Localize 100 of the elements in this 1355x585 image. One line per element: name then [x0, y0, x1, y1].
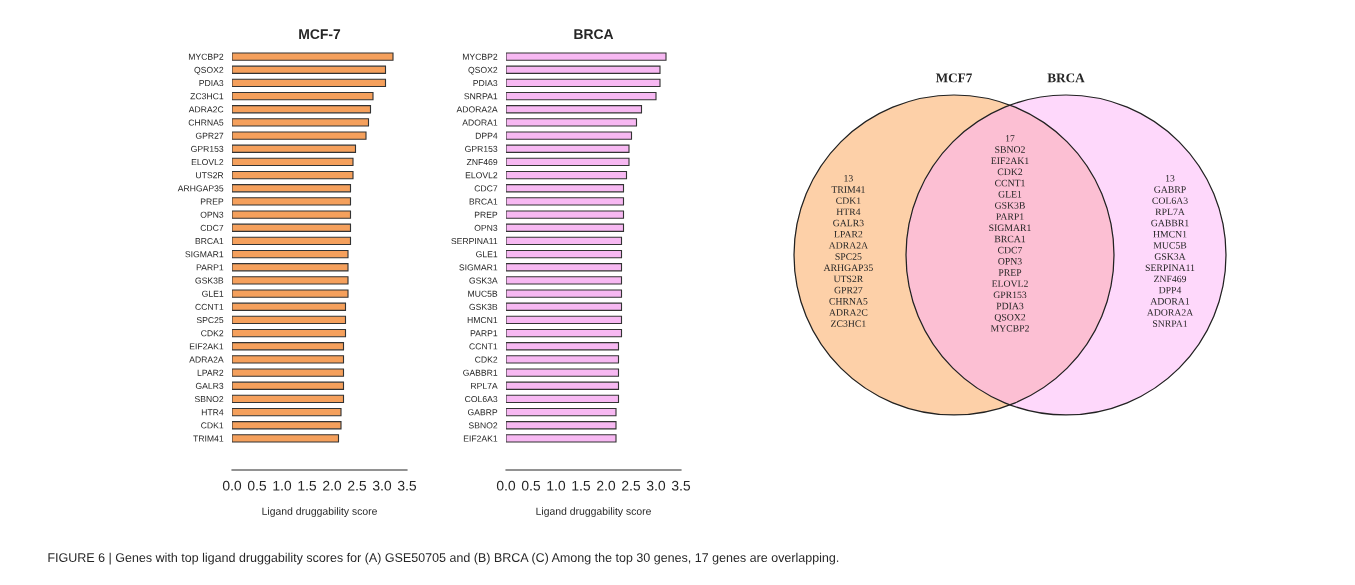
y-tick-label: GLE1: [476, 251, 498, 258]
bar: [232, 184, 352, 193]
x-tick-label: 1.0: [273, 480, 292, 491]
x-tick-label: 0.0: [496, 480, 516, 491]
y-tick-label: CDC7: [200, 224, 224, 231]
x-tick-label: 1.5: [572, 480, 591, 491]
bar: [232, 289, 349, 298]
caption: FIGURE 6 | Genes with top ligand druggability scores for (A) GSE50705 and (B) BRCA (C) Among the top 30 genes, 17 genes are overlapping.: [48, 552, 839, 565]
x-tick-label: 2.0: [597, 480, 616, 491]
bar: [506, 342, 620, 351]
bar: [506, 249, 623, 259]
chart-title: BRCA: [574, 29, 614, 40]
bar: [506, 289, 623, 298]
y-tick-label: GLE1: [202, 290, 224, 297]
bar: [232, 394, 345, 404]
y-tick-label: PARP1: [470, 330, 498, 337]
y-tick-label: UTS2R: [196, 172, 224, 179]
y-tick-label: ZC3HC1: [190, 93, 224, 100]
bar: [232, 355, 345, 364]
bar: [506, 105, 643, 114]
bar: [506, 355, 620, 364]
y-tick-label: HMCN1: [467, 317, 498, 324]
y-tick-label: QSOX2: [194, 66, 224, 75]
bar: [506, 328, 623, 338]
bar: [506, 407, 617, 417]
bar: [232, 342, 345, 351]
bar: [506, 302, 623, 311]
y-tick-label: ZNF469: [466, 159, 498, 166]
y-tick-label: ADORA2A: [456, 106, 498, 113]
y-tick-label: BRCA1: [469, 198, 498, 205]
y-tick-label: GPR153: [191, 145, 224, 152]
bar: [232, 421, 342, 430]
y-tick-label: EIF2AK1: [189, 343, 224, 350]
bar: [506, 91, 657, 101]
y-tick-label: MYCBP2: [462, 53, 498, 60]
y-tick-label: SPC25: [196, 317, 224, 324]
y-tick-label: GPR153: [465, 145, 498, 152]
y-tick-label: SIGMAR1: [185, 251, 224, 258]
y-tick-label: ELOVL2: [191, 159, 224, 166]
y-tick-label: PREP: [200, 198, 224, 205]
y-tick-label: ADRA2A: [189, 356, 224, 363]
bar: [232, 157, 354, 167]
category-label: MCF7: [935, 73, 972, 83]
bar: [232, 210, 352, 219]
y-tick-label: COL6A3: [465, 396, 498, 403]
y-tick-label: QSOX2: [468, 66, 498, 75]
y-tick-label: GALR3: [195, 382, 224, 389]
bar: [506, 394, 620, 404]
y-tick-label: SBNO2: [468, 422, 498, 429]
bar: [506, 118, 638, 127]
y-tick-label: ARHGAP35: [177, 185, 224, 192]
bar: [506, 157, 630, 167]
y-tick-label: OPN3: [200, 211, 224, 218]
bar: [232, 91, 374, 101]
x-tick-label: 2.5: [348, 480, 367, 491]
y-tick-label: TRIM41: [193, 435, 224, 442]
x-tick-label: 3.5: [397, 480, 417, 491]
y-tick-label: CDK1: [201, 422, 224, 429]
x-tick-label: 0.5: [247, 480, 267, 491]
y-tick-label: GPR27: [195, 132, 224, 139]
y-tick-label: CDK2: [201, 330, 224, 337]
bar: [506, 144, 630, 153]
y-tick-label: OPN3: [474, 224, 498, 231]
x-tick-label: 3.0: [372, 480, 392, 491]
y-tick-label: PARP1: [196, 264, 224, 271]
x-axis-title: Ligand druggability score: [536, 507, 651, 517]
y-tick-label: GABRP: [467, 409, 498, 416]
bar: [232, 131, 367, 140]
x-tick-label: 3.5: [671, 480, 691, 491]
y-tick-label: EIF2AK1: [463, 435, 498, 442]
y-tick-label: LPAR2: [197, 369, 224, 376]
bar: [506, 276, 623, 285]
x-tick-label: 0.5: [521, 480, 541, 491]
y-tick-label: BRCA1: [195, 238, 224, 245]
x-tick-label: 3.0: [646, 480, 666, 491]
bar: [506, 236, 623, 246]
bar: [506, 315, 623, 325]
y-tick-label: CDK2: [475, 356, 498, 363]
bar: [506, 223, 625, 232]
x-tick-label: 1.5: [298, 480, 317, 491]
y-tick-label: DPP4: [475, 132, 498, 139]
bar: [506, 65, 661, 74]
y-tick-label: GSK3B: [195, 277, 224, 284]
y-tick-label: PDIA3: [473, 80, 498, 87]
bar: [232, 223, 352, 232]
y-tick-label: GSK3B: [469, 303, 498, 310]
bar: [506, 381, 620, 390]
bar: [232, 328, 347, 338]
bar: [506, 184, 625, 193]
bar: [506, 197, 625, 206]
bar: [506, 368, 620, 377]
bar: [232, 276, 349, 285]
bar: [506, 131, 633, 140]
bar: [232, 52, 394, 61]
y-tick-label: ADRA2C: [188, 106, 224, 113]
y-tick-label: ELOVL2: [465, 172, 498, 179]
x-axis-title: Ligand druggability score: [262, 507, 377, 517]
bar: [232, 302, 347, 311]
bar: [232, 368, 345, 377]
bar: [506, 434, 617, 443]
